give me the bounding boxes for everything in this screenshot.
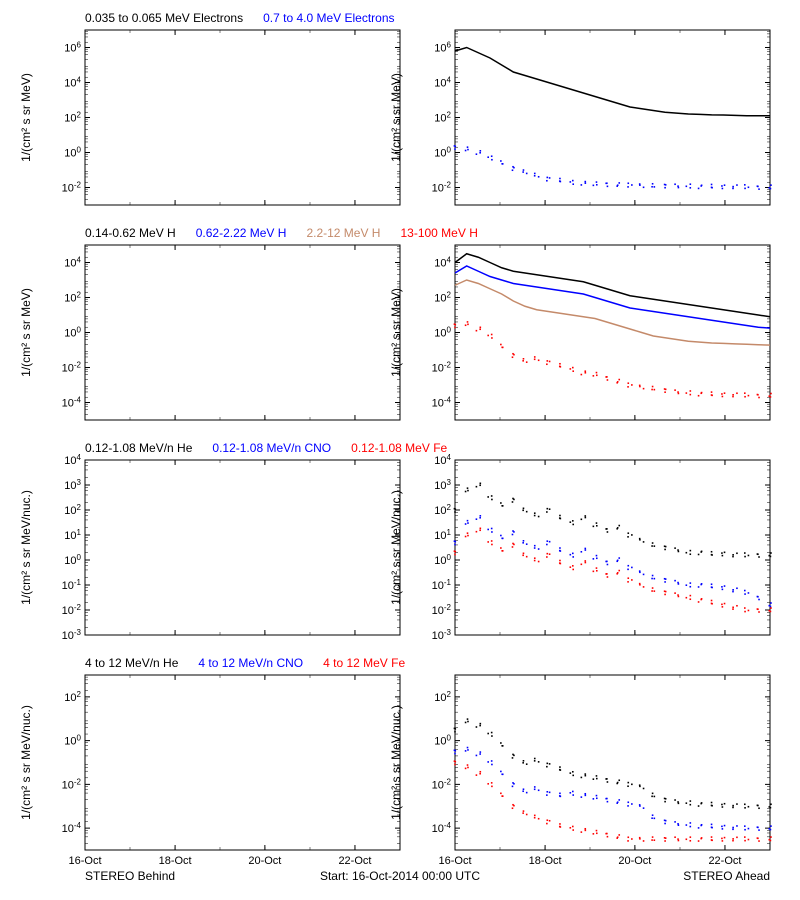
svg-text:10-2: 10-2	[432, 777, 452, 792]
svg-text:STEREO Ahead: STEREO Ahead	[683, 869, 770, 883]
svg-text:4 to 12 MeV/n He4 to 12 MeV/n: 4 to 12 MeV/n He4 to 12 MeV/n CNO4 to 12…	[85, 656, 405, 670]
svg-text:16-Oct: 16-Oct	[68, 855, 101, 867]
svg-text:10-4: 10-4	[62, 395, 82, 410]
svg-text:18-Oct: 18-Oct	[529, 855, 562, 867]
svg-text:10-4: 10-4	[62, 821, 82, 836]
svg-text:1/(cm² s sr MeV): 1/(cm² s sr MeV)	[389, 288, 403, 377]
svg-text:0.12-1.08 MeV/n He0.12-1.08 Me: 0.12-1.08 MeV/n He0.12-1.08 MeV/n CNO0.1…	[85, 441, 448, 455]
svg-text:10-2: 10-2	[62, 603, 82, 618]
svg-text:102: 102	[434, 290, 451, 305]
svg-text:0.14-0.62 MeV H0.62-2.22 MeV H: 0.14-0.62 MeV H0.62-2.22 MeV H2.2-12 MeV…	[85, 226, 478, 240]
svg-text:101: 101	[434, 528, 451, 543]
svg-text:10-2: 10-2	[62, 180, 82, 195]
svg-text:10-2: 10-2	[432, 180, 452, 195]
svg-text:10-2: 10-2	[432, 360, 452, 375]
svg-text:103: 103	[64, 478, 81, 493]
svg-text:1/(cm² s sr MeV/nuc.): 1/(cm² s sr MeV/nuc.)	[389, 490, 403, 605]
svg-text:100: 100	[64, 145, 81, 160]
svg-text:104: 104	[434, 75, 451, 90]
svg-text:22-Oct: 22-Oct	[338, 855, 371, 867]
svg-text:100: 100	[434, 325, 451, 340]
svg-text:10-2: 10-2	[62, 777, 82, 792]
svg-text:100: 100	[434, 145, 451, 160]
svg-text:1/(cm² s sr MeV/nuc.): 1/(cm² s sr MeV/nuc.)	[19, 490, 33, 605]
svg-text:10-2: 10-2	[432, 603, 452, 618]
svg-text:10-1: 10-1	[62, 578, 82, 593]
svg-text:102: 102	[64, 503, 81, 518]
svg-text:104: 104	[64, 75, 81, 90]
svg-text:102: 102	[434, 503, 451, 518]
svg-text:104: 104	[64, 453, 81, 468]
svg-text:10-4: 10-4	[432, 395, 452, 410]
svg-text:106: 106	[64, 40, 81, 55]
svg-text:102: 102	[434, 689, 451, 704]
svg-text:1/(cm² s sr MeV): 1/(cm² s sr MeV)	[19, 73, 33, 162]
svg-text:STEREO Behind: STEREO Behind	[85, 869, 175, 883]
svg-text:10-3: 10-3	[432, 628, 452, 643]
svg-text:1/(cm² s sr MeV/nuc.): 1/(cm² s sr MeV/nuc.)	[389, 705, 403, 820]
svg-text:16-Oct: 16-Oct	[438, 855, 471, 867]
svg-text:1/(cm² s sr MeV): 1/(cm² s sr MeV)	[19, 288, 33, 377]
svg-text:102: 102	[64, 290, 81, 305]
svg-text:104: 104	[434, 453, 451, 468]
svg-text:100: 100	[434, 553, 451, 568]
svg-text:Start: 16-Oct-2014 00:00 UTC: Start: 16-Oct-2014 00:00 UTC	[320, 869, 480, 883]
svg-text:20-Oct: 20-Oct	[248, 855, 281, 867]
svg-text:106: 106	[434, 40, 451, 55]
svg-text:100: 100	[64, 553, 81, 568]
svg-text:102: 102	[434, 110, 451, 125]
svg-text:1/(cm² s sr MeV): 1/(cm² s sr MeV)	[389, 73, 403, 162]
svg-text:10-4: 10-4	[432, 821, 452, 836]
svg-text:10-2: 10-2	[62, 360, 82, 375]
svg-text:100: 100	[64, 325, 81, 340]
svg-text:103: 103	[434, 478, 451, 493]
svg-text:102: 102	[64, 110, 81, 125]
svg-text:102: 102	[64, 689, 81, 704]
svg-text:100: 100	[64, 733, 81, 748]
svg-text:18-Oct: 18-Oct	[159, 855, 192, 867]
svg-text:100: 100	[434, 733, 451, 748]
stereo-flux-chart: 0.035 to 0.065 MeV Electrons0.7 to 4.0 M…	[0, 0, 800, 900]
svg-text:10-1: 10-1	[432, 578, 452, 593]
svg-text:20-Oct: 20-Oct	[618, 855, 651, 867]
svg-text:104: 104	[434, 255, 451, 270]
svg-text:0.035 to 0.065 MeV Electrons0.: 0.035 to 0.065 MeV Electrons0.7 to 4.0 M…	[85, 11, 395, 25]
svg-text:1/(cm² s sr MeV/nuc.): 1/(cm² s sr MeV/nuc.)	[19, 705, 33, 820]
svg-text:101: 101	[64, 528, 81, 543]
svg-text:22-Oct: 22-Oct	[708, 855, 741, 867]
svg-text:104: 104	[64, 255, 81, 270]
svg-text:10-3: 10-3	[62, 628, 82, 643]
